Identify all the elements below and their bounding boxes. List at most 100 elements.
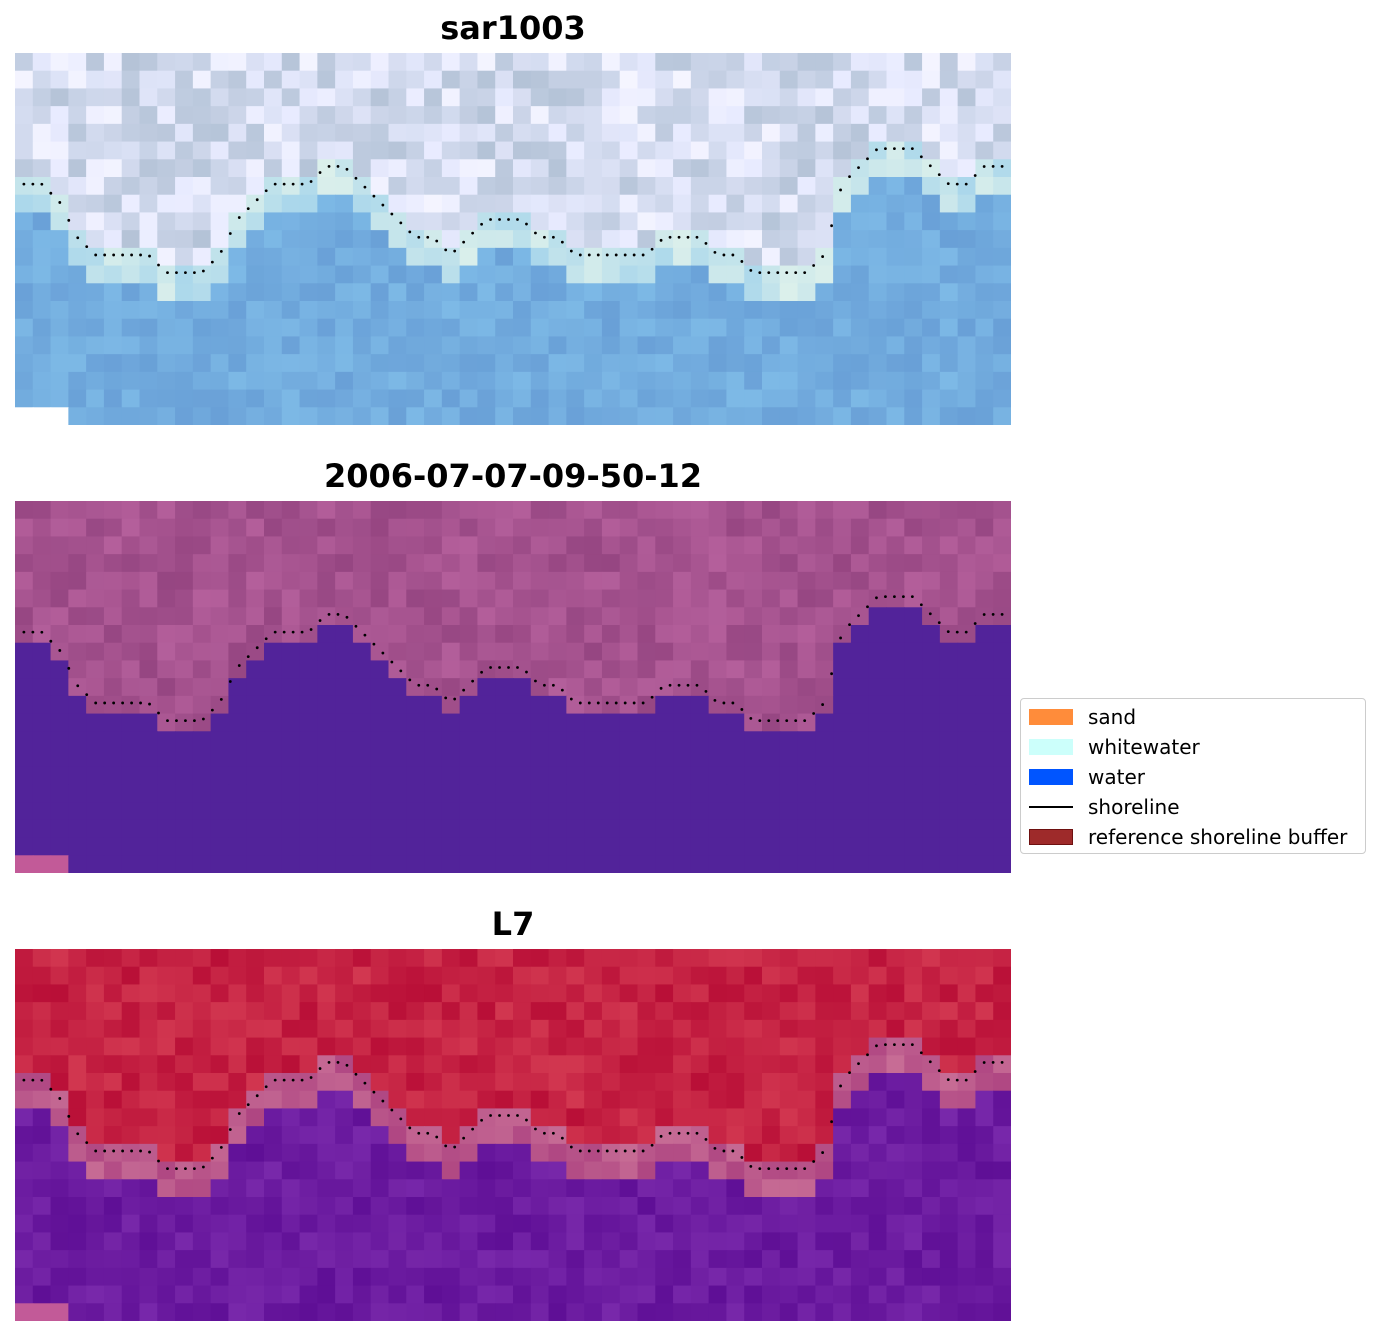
shoreline-point (668, 1131, 672, 1135)
shoreline-point (435, 239, 439, 243)
shoreline-point (740, 1156, 744, 1159)
shoreline-point (596, 253, 600, 257)
shoreline-point (399, 669, 403, 673)
shoreline-point (219, 249, 223, 253)
shoreline-point (318, 1067, 322, 1070)
shoreline-point (408, 1126, 412, 1130)
shoreline-point (937, 173, 941, 177)
shoreline-point (255, 1094, 259, 1098)
shoreline-point (605, 701, 609, 705)
water-swatch (1029, 769, 1073, 785)
shoreline-point (803, 1167, 807, 1171)
shoreline-point (910, 595, 914, 599)
shoreline-point (569, 697, 573, 701)
shoreline-point (471, 1127, 475, 1131)
shoreline-point (94, 253, 98, 257)
shoreline-point (812, 712, 816, 715)
shoreline-point (641, 1149, 645, 1153)
shoreline-point (964, 1078, 968, 1082)
shoreline-point (901, 147, 905, 151)
shoreline-point (462, 240, 466, 244)
shoreline-point (560, 1136, 564, 1140)
shoreline-point (534, 679, 537, 683)
shoreline-point (946, 182, 950, 186)
shoreline-point (381, 651, 385, 655)
shoreline-point (812, 1160, 816, 1163)
shoreline-point (758, 1167, 762, 1171)
shoreline-point (928, 1060, 932, 1064)
legend-item-reference-buffer: reference shoreline buffer (1021, 821, 1365, 851)
shoreline-point (578, 1149, 582, 1153)
shoreline-point (749, 1164, 753, 1168)
shoreline-point (982, 1061, 986, 1064)
shoreline-point (345, 1063, 349, 1067)
shoreline-point (839, 636, 842, 640)
shoreline-point (857, 1062, 860, 1066)
shoreline-point (408, 230, 412, 234)
rgb-pixels (15, 53, 1011, 425)
shoreline-point (372, 194, 376, 198)
shoreline-point (516, 666, 519, 669)
shoreline-point (587, 253, 591, 257)
shoreline-point (139, 701, 142, 705)
shoreline-point (560, 688, 564, 692)
legend-label-water: water (1088, 765, 1145, 789)
shoreline-point (982, 165, 986, 168)
shoreline-point (677, 683, 681, 687)
shoreline-point (130, 701, 133, 705)
shoreline-point (516, 218, 519, 221)
shoreline-point (973, 1070, 977, 1073)
shoreline-point (498, 1114, 501, 1117)
shoreline-point (525, 1118, 528, 1122)
shoreline-point (632, 701, 636, 705)
shoreline-point (157, 1159, 160, 1163)
shoreline-point (866, 1053, 869, 1057)
shoreline-point (569, 249, 573, 253)
shoreline-point (22, 1078, 26, 1082)
shoreline-point (184, 271, 187, 275)
shoreline-point (641, 253, 645, 257)
shoreline-point (103, 1149, 107, 1153)
shoreline-point (175, 719, 178, 723)
shoreline-point (507, 666, 510, 669)
shoreline-point (731, 253, 735, 257)
shoreline-point (758, 719, 762, 723)
title-mndwi: L7 (491, 905, 535, 943)
shoreline-point (525, 222, 528, 226)
shoreline-point (543, 1131, 546, 1135)
title-rgb: sar1003 (440, 9, 586, 47)
shoreline-point (758, 271, 762, 275)
shoreline-point (22, 630, 26, 634)
shoreline-point (866, 157, 869, 161)
shoreline-point (722, 701, 726, 705)
shoreline-point (713, 250, 717, 254)
shoreline-point (776, 1167, 780, 1171)
shoreline-point (955, 1078, 959, 1082)
shoreline-point (955, 630, 959, 634)
shoreline-point (812, 264, 816, 267)
shoreline-point (264, 189, 268, 193)
shoreline-point (408, 678, 412, 682)
shoreline-point (435, 1135, 439, 1139)
classified-raster (15, 501, 1011, 873)
classified-shoreline-points (22, 595, 1004, 723)
shoreline-point (919, 1051, 923, 1055)
shoreline-point (919, 155, 923, 159)
shoreline-point (166, 719, 169, 723)
shoreline-point (605, 1149, 609, 1153)
shoreline-point (444, 696, 448, 700)
shoreline-point (623, 253, 627, 257)
shoreline-point (219, 697, 223, 701)
shoreline-point (175, 271, 178, 275)
shoreline-point (237, 216, 241, 219)
shoreline-point (49, 639, 53, 643)
shoreline-point (121, 253, 125, 257)
shoreline-point (282, 182, 286, 186)
shoreline-point (193, 719, 196, 723)
shoreline-point (928, 612, 932, 616)
shoreline-point (650, 695, 654, 699)
shoreline-point (1000, 1060, 1004, 1064)
shoreline-point (40, 182, 44, 186)
shoreline-point (130, 253, 133, 257)
shoreline-point (857, 166, 860, 170)
